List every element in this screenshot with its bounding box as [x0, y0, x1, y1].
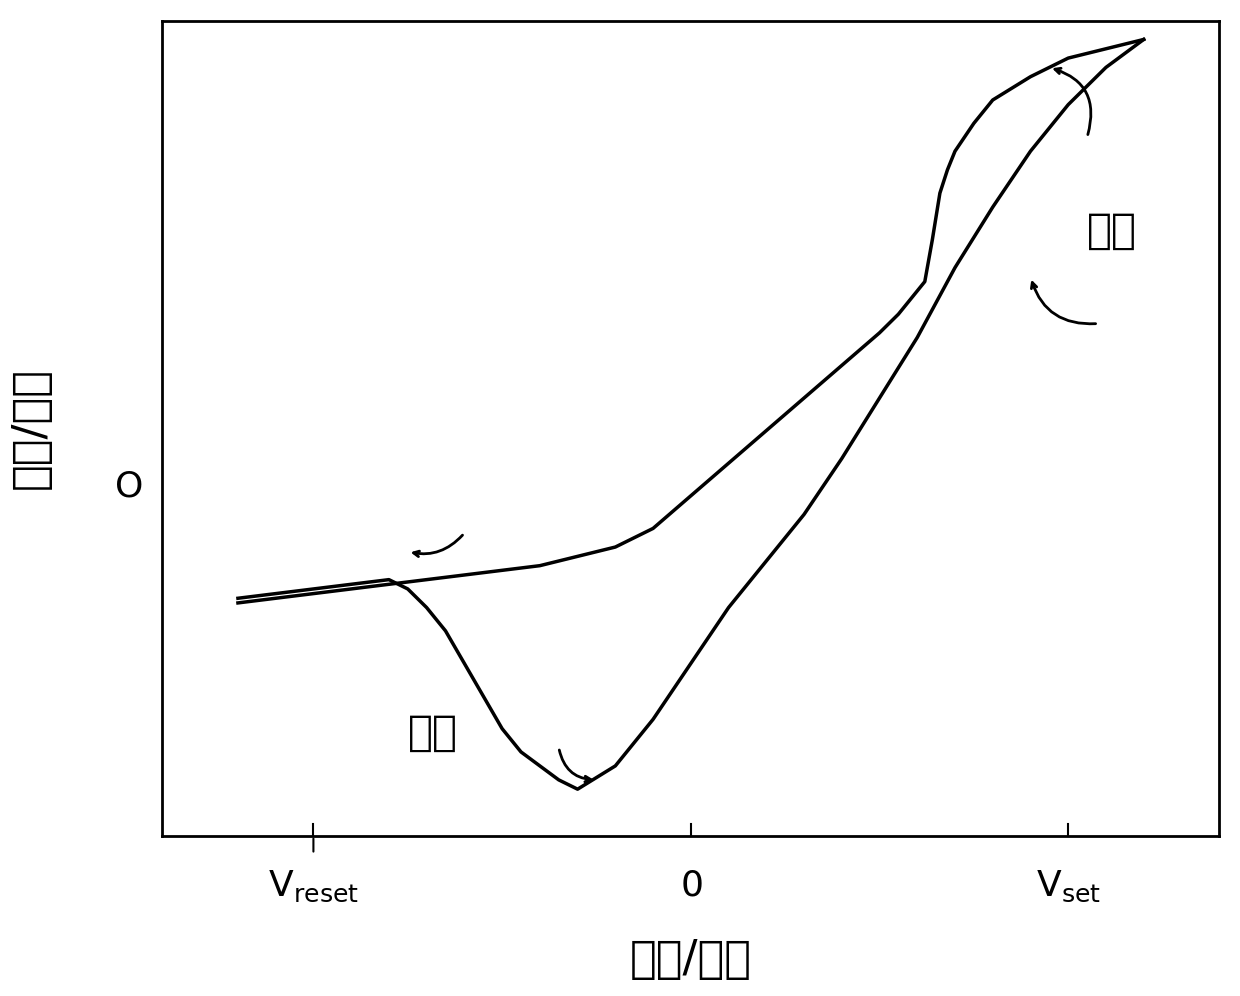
Text: 写入: 写入: [1087, 209, 1137, 251]
Text: O: O: [115, 469, 144, 504]
Text: 电流/安培: 电流/安培: [9, 368, 52, 489]
Text: $\mathregular{V_{set}}$: $\mathregular{V_{set}}$: [1035, 869, 1101, 903]
Text: 擦除: 擦除: [408, 712, 458, 754]
Text: $\mathregular{V_{reset}}$: $\mathregular{V_{reset}}$: [268, 869, 358, 903]
Text: 电压/伏特: 电压/伏特: [630, 938, 751, 981]
Text: $\mathregular{0}$: $\mathregular{0}$: [680, 869, 702, 902]
